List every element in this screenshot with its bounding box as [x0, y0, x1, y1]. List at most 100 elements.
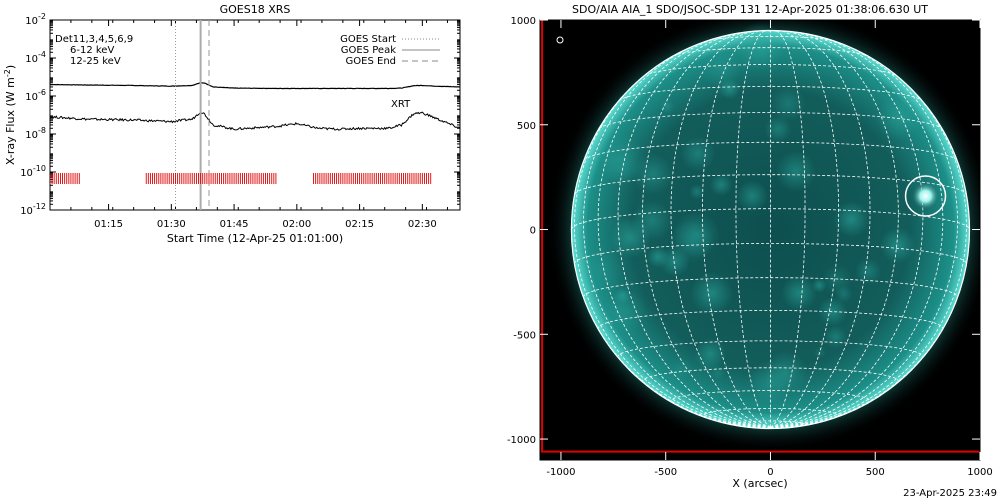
- grid-line: [770, 30, 871, 428]
- grid-line: [618, 85, 923, 101]
- disk-brightening: [659, 99, 675, 114]
- aia-image-panel: SDO/AIA AIA_1 SDO/JSOC-SDP 131 12-Apr-20…: [507, 3, 993, 490]
- aia-y-tick-label: -500: [513, 330, 536, 341]
- aia-y-tick-label: 1000: [511, 16, 536, 27]
- lc-y-tick-label: 10-10: [20, 164, 46, 179]
- aia-x-tick-label: -1000: [546, 467, 575, 478]
- xrt-fov-box: [541, 20, 980, 453]
- lc-ylabel-close: ): [4, 65, 17, 69]
- aia-x-tick-label: 1000: [967, 467, 992, 478]
- lc-x-tick-label: 02:15: [345, 219, 374, 230]
- aia-plot-frame: [539, 19, 981, 461]
- lc-ylabel-text: X-ray Flux (W m: [4, 77, 17, 165]
- aia-y-tick-label: -1000: [507, 435, 536, 446]
- disk-brightening: [670, 357, 693, 380]
- footer-timestamp: 23-Apr-2025 23:49: [903, 488, 997, 499]
- goes-lightcurve-panel: GOES18 XRS 10-12 10-10 10-8 10-6 10-4 10-2 01…: [3, 3, 461, 245]
- aia-title: SDO/AIA AIA_1 SDO/JSOC-SDP 131 12-Apr-20…: [572, 3, 928, 16]
- lc-y-tick-label: 10-8: [25, 126, 46, 141]
- lc-xlabel: Start Time (12-Apr-25 01:01:00): [167, 232, 343, 245]
- aia-xlabel: X (arcsec): [732, 477, 787, 490]
- grid-line: [770, 33, 944, 428]
- disk-brightening: [694, 337, 727, 371]
- grid-line: [583, 141, 958, 162]
- aia-legend-label: AIA flare location: [567, 36, 652, 47]
- grid-line: [642, 367, 899, 383]
- aia-y-axis: -1000 -500 0 500 1000: [507, 16, 980, 446]
- grid-line: [670, 30, 771, 428]
- lc-y-tick-label: 10-2: [25, 12, 46, 27]
- lc-series-6-12kev: [50, 81, 460, 90]
- grid-line: [672, 47, 868, 57]
- disk-brightening: [736, 180, 769, 212]
- lc-y-tick-label: 10-6: [25, 88, 46, 103]
- disk-brightening: [680, 136, 716, 171]
- lc-series-group: [50, 81, 460, 131]
- disk-brightening: [817, 296, 848, 327]
- aia-x-axis: -1000 -500 0 500 1000: [546, 20, 993, 478]
- aia-legend-symbol: [556, 36, 564, 44]
- lc-x-axis: 01:15 01:30 01:45 02:00 02:15 02:30: [49, 20, 448, 230]
- disk-brightening: [603, 290, 647, 334]
- xrt-fov-label: XRT FOV: [551, 424, 594, 435]
- disk-brightenings: [579, 21, 923, 406]
- grid-line: [770, 30, 840, 428]
- xrt-coverage-ticks: [50, 173, 432, 184]
- grid-line: [574, 174, 967, 195]
- disk-brightening: [631, 200, 673, 242]
- disk-brightening: [764, 350, 808, 394]
- lc-plot-frame: [49, 19, 461, 211]
- lc-title: GOES18 XRS: [220, 3, 291, 16]
- aia-x-tick-label: -500: [654, 467, 677, 478]
- lc-series-12-25kev: [50, 111, 460, 131]
- disk-brightening: [879, 227, 916, 264]
- lc-x-tick-label: 01:15: [94, 219, 123, 230]
- lc-legend: GOES Start GOES Peak GOES End: [340, 34, 440, 67]
- legend-goes-end-label: GOES End: [346, 56, 396, 67]
- aia-flare-location-circle: [904, 175, 947, 217]
- grid-line: [574, 61, 771, 428]
- aia-y-tick-label: 500: [517, 121, 536, 132]
- disk-brightening: [781, 275, 817, 311]
- solar-limb: [570, 29, 971, 430]
- disk-brightening: [833, 201, 870, 238]
- lc-y-tick-label: 10-4: [25, 50, 46, 65]
- disk-brightening: [631, 153, 674, 195]
- xrt-annotation: XRT: [391, 99, 411, 110]
- disk-brightening: [736, 21, 785, 70]
- aia-y-tick-label: 0: [530, 226, 536, 237]
- disk-brightening: [689, 183, 705, 200]
- detectors-label: Det11,3,4,5,6,9: [55, 34, 133, 45]
- disk-brightening: [659, 245, 690, 277]
- grid-line: [770, 61, 967, 428]
- flare-brightening: [911, 182, 940, 210]
- svg-text:X-ray Flux (W m-2): X-ray Flux (W m-2): [3, 65, 17, 165]
- disk-brightening: [855, 258, 882, 285]
- lc-x-tick-label: 02:00: [282, 219, 311, 230]
- disk-brightening: [709, 173, 733, 197]
- disk-brightening: [690, 272, 734, 315]
- series-label-6-12kev: 6-12 keV: [70, 45, 114, 56]
- disk-brightening: [834, 285, 853, 303]
- lc-ylabel-sup: -2: [3, 69, 12, 77]
- disk-brightening: [718, 78, 741, 100]
- grid-line: [670, 390, 871, 403]
- lc-y-tick-label: 10-12: [20, 202, 46, 217]
- grid-line: [597, 33, 771, 428]
- aia-x-tick-label: 0: [767, 467, 773, 478]
- disk-brightening: [876, 93, 923, 141]
- lc-x-tick-label: 01:45: [220, 219, 249, 230]
- disk-brightening: [775, 150, 817, 192]
- grid-line: [598, 112, 943, 130]
- series-label-12-25kev: 12-25 keV: [70, 56, 121, 67]
- aia-x-tick-label: 500: [866, 467, 885, 478]
- lc-ylabel: X-ray Flux (W m-2): [3, 65, 17, 165]
- grid-line: [642, 31, 771, 428]
- disk-brightening: [764, 115, 792, 143]
- legend-goes-peak-label: GOES Peak: [341, 45, 396, 56]
- disk-brightening: [579, 247, 625, 293]
- grid-line: [701, 30, 771, 428]
- disk-brightening: [673, 211, 720, 258]
- lc-x-tick-label: 02:30: [408, 219, 437, 230]
